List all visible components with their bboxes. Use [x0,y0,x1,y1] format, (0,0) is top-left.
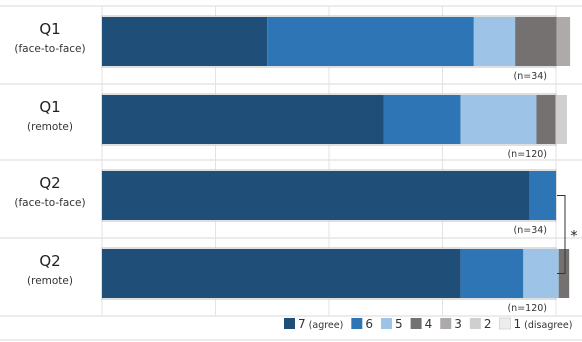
significance-marker: * [571,229,578,245]
legend-label: 3 [454,317,462,331]
bar-segment-5 [523,249,559,298]
legend-item: 5 [380,317,403,331]
legend-swatch [410,318,422,329]
legend-swatch [284,318,295,329]
legend-swatch [499,317,511,330]
bar-segment-5 [460,95,537,144]
legend-label: 1 (disagree) [514,317,573,331]
legend-item: 7 (agree) [284,317,343,331]
legend-item: 6 [351,317,373,331]
bar-segment-5 [473,17,516,66]
sample-size-label: (n=120) [507,149,547,160]
bar-segment-7 [102,249,461,298]
legend-item: 4 [410,317,433,331]
sample-size-label: (n=34) [514,71,547,82]
legend-label: 5 [395,317,403,331]
significance-bracket: * [557,195,578,274]
bar-segment-4 [515,17,557,66]
legend-label: 6 [365,317,373,331]
bar-row: Q2 (remote) (n=120) [27,247,570,314]
row-label: Q2 [39,252,60,270]
legend-item: 1 (disagree) [499,317,573,331]
bar-segment-7 [102,171,530,220]
row-sublabel: (remote) [27,275,73,287]
bar-segment-7 [102,17,268,66]
bar-row: Q1 (remote) (n=120) [27,93,567,160]
legend-item: 2 [469,317,492,331]
bar-segment-2 [555,95,567,144]
legend-label: 7 (agree) [298,317,343,331]
legend-swatch [380,318,392,329]
bar-row: Q2 (face-to-face) (n=34) [14,169,557,236]
bar-segment-6 [267,17,474,66]
bar-segment-3 [556,17,571,66]
row-sublabel: (face-to-face) [14,43,85,55]
bar-segment-7 [102,95,384,144]
legend-item: 3 [440,317,462,331]
bar-segment-6 [383,95,461,144]
row-label: Q1 [39,98,60,116]
bar-segment-4 [536,95,556,144]
sample-size-label: (n=120) [507,303,547,314]
chart-rows: Q1(face-to-face)(n=34)Q1(remote)(n=120)Q… [14,15,571,314]
legend-label: 4 [425,317,433,331]
row-label: Q1 [39,20,60,38]
legend-swatch [440,318,452,329]
bar-row: Q1 (face-to-face) (n=34) [14,15,571,82]
legend: 7 (agree) 6 5 4 3 2 1 (disagree) [284,317,572,331]
row-sublabel: (remote) [27,121,73,133]
legend-swatch [351,318,363,329]
sample-size-label: (n=34) [514,225,547,236]
bar-segment-6 [460,249,524,298]
row-sublabel: (face-to-face) [14,197,85,209]
bar-segment-6 [529,171,556,220]
row-label: Q2 [39,174,60,192]
legend-swatch [469,318,481,329]
legend-label: 2 [484,317,492,331]
significance-line [557,195,566,274]
